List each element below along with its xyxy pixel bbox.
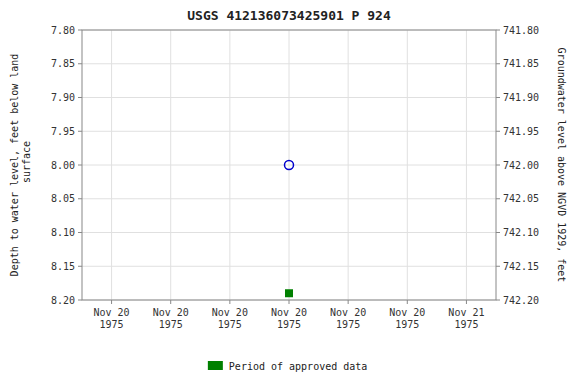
tick xyxy=(496,266,500,267)
tick xyxy=(111,300,112,304)
tick-label: 741.85 xyxy=(503,58,539,69)
tick-label: 742.10 xyxy=(503,227,539,238)
grid xyxy=(82,30,496,300)
tick xyxy=(289,300,290,304)
tick xyxy=(496,300,500,301)
tick-label: 8.10 xyxy=(51,227,75,238)
tick xyxy=(466,300,467,304)
plot-frame xyxy=(82,30,496,300)
y-axis-label: Depth to water level, feet below land su… xyxy=(9,54,32,277)
tick-label: Nov 201975 xyxy=(212,307,248,330)
tick xyxy=(170,300,171,304)
tick-label: Nov 201975 xyxy=(330,307,366,330)
grid-line xyxy=(289,30,290,300)
tick-label-line: 1975 xyxy=(100,319,124,330)
legend-swatch xyxy=(208,361,223,370)
tick-label-line: Nov 20 xyxy=(389,307,425,318)
tick xyxy=(78,30,82,31)
tick xyxy=(496,63,500,64)
tick-label-line: Nov 20 xyxy=(271,307,307,318)
tick xyxy=(496,198,500,199)
tick-label: 8.20 xyxy=(51,295,75,306)
title: USGS 412136073425901 P 924 xyxy=(187,8,391,23)
tick-label-line: Nov 20 xyxy=(212,307,248,318)
point xyxy=(285,289,293,297)
tick xyxy=(496,30,500,31)
tick-label-line: Nov 21 xyxy=(448,307,484,318)
tick-label: 7.95 xyxy=(51,126,75,137)
legend: Period of approved data xyxy=(208,361,367,372)
tick-label: 741.80 xyxy=(503,25,539,36)
tick-label-line: 1975 xyxy=(336,319,360,330)
tick-label: 742.20 xyxy=(503,295,539,306)
tick-label: 741.90 xyxy=(503,92,539,103)
tick-label-line: Nov 20 xyxy=(94,307,130,318)
tick-label: 7.80 xyxy=(51,25,75,36)
tick-label-line: 1975 xyxy=(159,319,183,330)
tick-label-line: 1975 xyxy=(395,319,419,330)
tick-label: 741.95 xyxy=(503,126,539,137)
tick-label: 8.15 xyxy=(51,261,75,272)
tick-label-line: Nov 20 xyxy=(153,307,189,318)
grid-line xyxy=(348,30,349,300)
tick-label: 8.05 xyxy=(51,193,75,204)
tick-label: 7.85 xyxy=(51,58,75,69)
tick xyxy=(78,232,82,233)
tick xyxy=(496,131,500,132)
tick xyxy=(496,232,500,233)
tick xyxy=(496,165,500,166)
legend-label: Period of approved data xyxy=(229,361,367,372)
grid-line xyxy=(229,30,230,300)
marks xyxy=(285,161,294,298)
tick xyxy=(496,97,500,98)
tick-label: Nov 201975 xyxy=(271,307,307,330)
grid-line xyxy=(170,30,171,300)
tick-label: 742.05 xyxy=(503,193,539,204)
tick xyxy=(78,165,82,166)
tick-label-line: 1975 xyxy=(277,319,301,330)
chart: 7.80 7.85 7.90 7.95 8.00 8.05 8.10 8.15 8.20 741.… xyxy=(0,0,576,384)
tick xyxy=(78,97,82,98)
tick-label-line: 1975 xyxy=(218,319,242,330)
tick xyxy=(78,266,82,267)
tick xyxy=(78,300,82,301)
tick xyxy=(348,300,349,304)
tick-label: Nov 201975 xyxy=(389,307,425,330)
point xyxy=(285,161,294,170)
tick-label: Nov 211975 xyxy=(448,307,484,330)
y-axis: 7.80 7.85 7.90 7.95 8.00 8.05 8.10 8.15 8.20 xyxy=(51,25,82,306)
tick xyxy=(229,300,230,304)
tick xyxy=(78,198,82,199)
tick-label-line: 1975 xyxy=(454,319,478,330)
tick-label: Nov 201975 xyxy=(153,307,189,330)
y2-axis: 741.80 741.85 741.90 741.95 742.00 742.05 742.… xyxy=(496,25,539,306)
background xyxy=(0,0,576,384)
y-axis-label-line: Depth to water level, feet below land xyxy=(9,54,20,277)
tick-label: 7.90 xyxy=(51,92,75,103)
tick-label: 742.00 xyxy=(503,160,539,171)
y2-axis-label: Groundwater level above NGVD 1929, feet xyxy=(556,48,567,283)
grid-line xyxy=(111,30,112,300)
tick-label-line: Nov 20 xyxy=(330,307,366,318)
tick-label: Nov 201975 xyxy=(94,307,130,330)
y-axis-label-line: surface xyxy=(21,141,32,189)
tick-label: 8.00 xyxy=(51,160,75,171)
tick-label: 742.15 xyxy=(503,261,539,272)
grid-line xyxy=(407,30,408,300)
x-axis: Nov 201975Nov 201975Nov 201975Nov 201975… xyxy=(94,300,485,330)
y2-axis-label-line: Groundwater level above NGVD 1929, feet xyxy=(556,48,567,283)
grid-line xyxy=(466,30,467,300)
tick xyxy=(407,300,408,304)
tick xyxy=(78,131,82,132)
tick xyxy=(78,63,82,64)
